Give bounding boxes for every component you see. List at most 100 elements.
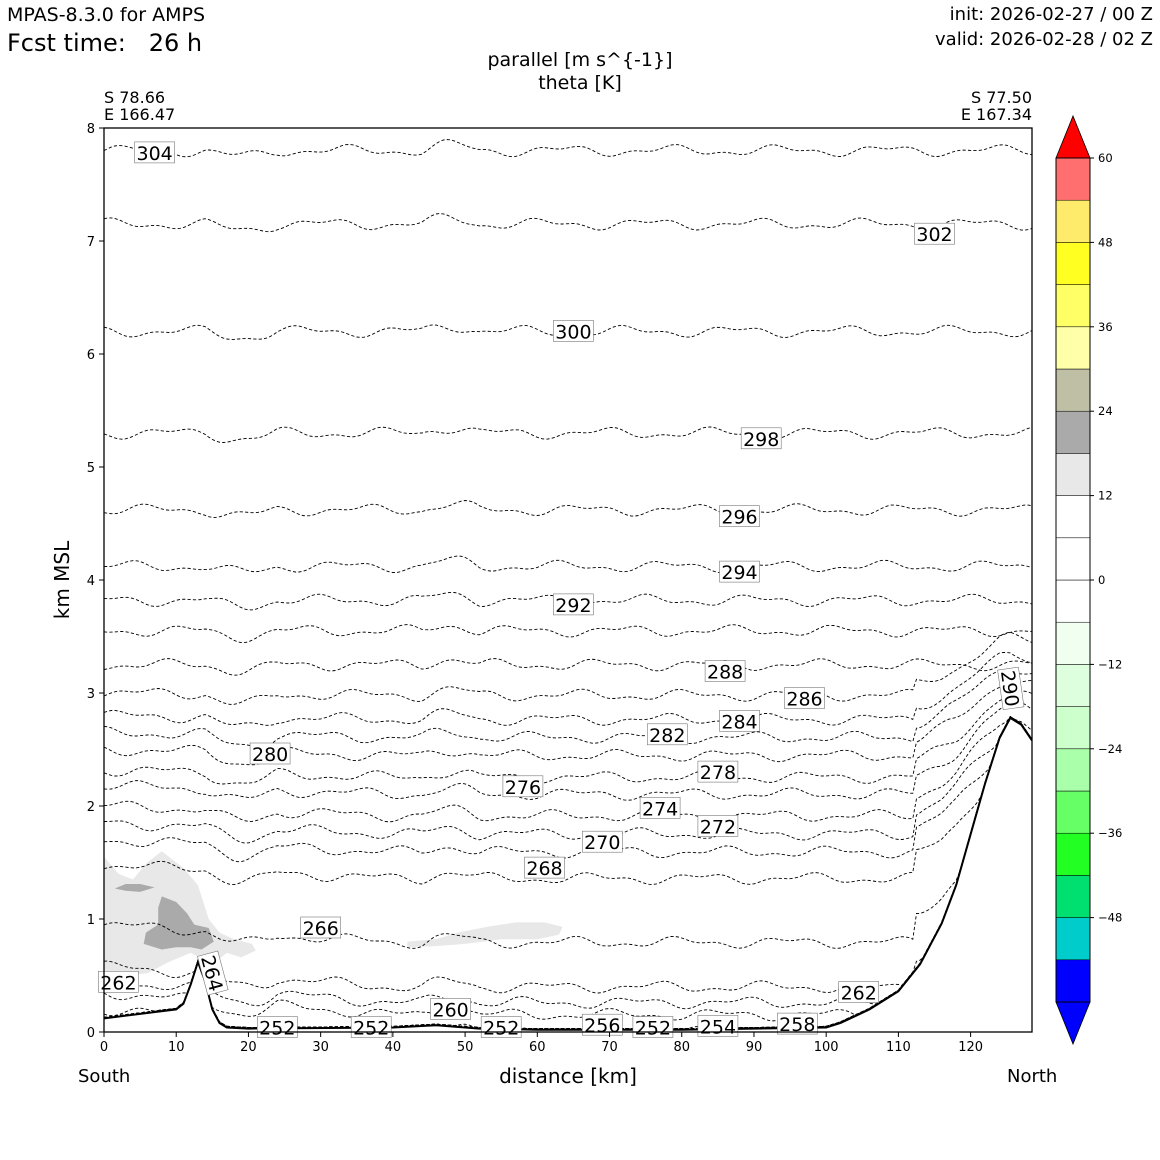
- colorbar-band: [1055, 495, 1091, 539]
- colorbar-tick-label: 36: [1098, 320, 1113, 334]
- contour-label-300: 300: [553, 320, 594, 343]
- contour-label-text: 252: [483, 1018, 519, 1040]
- colorbar-tick-label: 24: [1098, 404, 1113, 418]
- contour-label-258: 258: [776, 1012, 818, 1036]
- contour-label-278: 278: [697, 760, 739, 784]
- contour-label-282: 282: [646, 723, 688, 747]
- plot-title-line1: parallel [m s^{-1}]: [487, 49, 673, 71]
- contour-label-text: 298: [743, 429, 779, 451]
- y-tick-label: 1: [87, 913, 95, 928]
- colorbar-band: [1055, 748, 1091, 792]
- contour-label-280: 280: [249, 742, 291, 766]
- colorbar-band: [1055, 368, 1091, 412]
- colorbar-tick-label: −12: [1098, 657, 1122, 671]
- contour-label-262: 262: [838, 981, 880, 1005]
- contour-label-text: 256: [584, 1015, 620, 1037]
- colorbar-band: [1055, 706, 1091, 750]
- contour-label-260: 260: [430, 998, 471, 1021]
- valid-time: valid: 2026-02-28 / 02 Z: [935, 29, 1153, 50]
- isentrope-276: [104, 701, 1032, 801]
- contour-label-text: 270: [584, 832, 620, 854]
- isentrope-296: [104, 500, 1032, 518]
- contour-label-text: 302: [916, 224, 952, 246]
- colorbar-band: [1055, 917, 1091, 961]
- colorbar-band: [1055, 157, 1091, 201]
- x-tick-label: 60: [529, 1040, 546, 1055]
- x-tick-label: 80: [673, 1040, 690, 1055]
- contour-label-text: 286: [786, 689, 822, 711]
- contour-label-292: 292: [553, 593, 594, 617]
- plot-title-line2: theta [K]: [538, 72, 622, 94]
- contour-label-272: 272: [697, 814, 739, 838]
- contour-label-text: 282: [649, 725, 685, 747]
- colorbar-band: [1055, 453, 1091, 496]
- contour-label-268: 268: [524, 856, 565, 880]
- contour-label-290: 290: [996, 666, 1025, 711]
- isentrope-270: [104, 716, 1032, 863]
- contour-label-text: 274: [642, 798, 678, 820]
- contour-label-text: 276: [505, 777, 541, 799]
- left-lat: S 78.66: [104, 88, 166, 107]
- speed-12-18-region-small: [114, 884, 155, 892]
- contour-label-text: 292: [555, 595, 591, 617]
- x-tick-label: 50: [457, 1040, 474, 1055]
- plot-title: parallel [m s^{-1}] theta [K]: [380, 49, 780, 95]
- contour-label-302: 302: [914, 222, 955, 246]
- contour-label-text: 296: [721, 507, 757, 529]
- isentrope-262: [104, 716, 1032, 1022]
- x-tick-label: 20: [240, 1040, 257, 1055]
- terrain-line: [104, 716, 1032, 1031]
- x-tick-label: 10: [168, 1040, 185, 1055]
- contour-label-text: 278: [700, 762, 736, 784]
- south-direction-label: South: [78, 1066, 131, 1087]
- y-tick-label: 0: [87, 1026, 95, 1041]
- isentrope-258: [104, 716, 1032, 1030]
- contour-label-254: 254: [697, 1015, 739, 1038]
- isentrope-286: [104, 631, 1032, 705]
- isentrope-304: [104, 139, 1032, 158]
- colorbar-band: [1055, 242, 1091, 285]
- colorbar-tick-label: 12: [1098, 489, 1113, 503]
- contour-label-text: 260: [432, 999, 468, 1021]
- contour-label-text: 268: [526, 858, 562, 880]
- colorbar-extend-low: [1055, 1001, 1091, 1046]
- forecast-time: Fcst time: 26 h: [7, 29, 203, 57]
- x-tick-label: 70: [601, 1040, 618, 1055]
- isentrope-254: [104, 716, 1032, 1030]
- colorbar-tick-label: −48: [1098, 911, 1122, 925]
- speed-12-18-region-south: [143, 896, 214, 950]
- right-endpoint-coords: S 77.50 E 167.34: [961, 89, 1032, 123]
- contour-label-text: 252: [635, 1018, 671, 1040]
- colorbar-band: [1055, 579, 1091, 623]
- colorbar-band: [1055, 790, 1091, 834]
- isentrope-268: [104, 716, 1032, 886]
- isentrope-302: [104, 213, 1032, 233]
- colorbar-tick-label: 60: [1098, 151, 1113, 165]
- contour-label-286: 286: [784, 687, 825, 711]
- y-tick-label: 8: [87, 122, 95, 137]
- y-tick-label: 7: [87, 235, 95, 250]
- x-tick-label: 100: [814, 1040, 839, 1055]
- y-tick-label: 6: [87, 348, 95, 363]
- colorbar-band: [1055, 410, 1091, 454]
- isentrope-262: [104, 716, 1032, 1010]
- contour-label-262: 262: [98, 970, 139, 994]
- colorbar-tick-label: 48: [1098, 235, 1113, 249]
- colorbar-extend-high: [1055, 114, 1091, 159]
- contour-label-252: 252: [350, 1016, 392, 1040]
- colorbar-tick-label: −24: [1098, 742, 1122, 756]
- colorbar-band: [1055, 664, 1091, 707]
- contour-label-294: 294: [719, 560, 760, 584]
- contour-label-274: 274: [639, 796, 681, 820]
- colorbar-band: [1055, 199, 1091, 243]
- contour-label-304: 304: [134, 141, 175, 165]
- contour-label-252: 252: [256, 1016, 298, 1040]
- isentrope-274: [104, 716, 1032, 823]
- isentrope-288: [104, 658, 1032, 676]
- colorbar-band: [1055, 537, 1091, 581]
- colorbar-tick-label: −36: [1098, 826, 1122, 840]
- colorbar-band: [1055, 959, 1091, 1003]
- isentrope-252: [104, 716, 1032, 1030]
- contour-label-text: 272: [700, 816, 736, 838]
